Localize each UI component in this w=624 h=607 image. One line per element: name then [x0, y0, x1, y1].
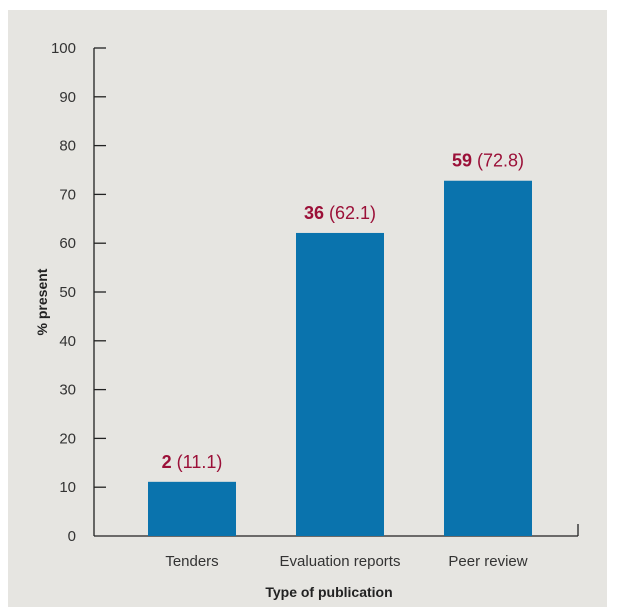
- data-labels: 2 (11.1) 36 (62.1) 59 (72.8): [162, 151, 524, 472]
- data-label-count: 59: [452, 151, 472, 171]
- chart-panel: 0 10 20 30 40 50 60 70 80 90 100 Tenders Evaluation…: [8, 10, 607, 607]
- data-label-count: 2: [162, 452, 172, 472]
- y-tick-label: 20: [59, 430, 76, 447]
- y-tick-label: 30: [59, 382, 76, 399]
- bars: [148, 180, 532, 536]
- y-axis: 0 10 20 30 40 50 60 70 80 90 100: [51, 40, 106, 545]
- y-tick-label: 50: [59, 284, 76, 301]
- y-tick-label: 60: [59, 235, 76, 252]
- x-tick-label: Evaluation reports: [280, 553, 401, 570]
- data-label-count: 36: [304, 203, 324, 223]
- y-tick-label: 80: [59, 138, 76, 155]
- y-tick-label: 90: [59, 89, 76, 106]
- y-tick-label: 10: [59, 479, 76, 496]
- y-tick-label: 100: [51, 40, 76, 57]
- y-tick-label: 40: [59, 333, 76, 350]
- data-label-percent: (62.1): [329, 203, 376, 223]
- bar: [148, 481, 236, 536]
- y-tick-label: 70: [59, 186, 76, 203]
- bar: [296, 232, 384, 536]
- data-label: 2 (11.1): [162, 452, 223, 472]
- y-axis-title: % present: [34, 268, 50, 335]
- y-tick-label: 0: [68, 528, 76, 545]
- x-tick-label: Tenders: [165, 553, 218, 570]
- bar: [444, 180, 532, 536]
- data-label-percent: (72.8): [477, 151, 524, 171]
- x-tick-label: Peer review: [448, 553, 527, 570]
- x-axis-title: Type of publication: [265, 584, 392, 600]
- bar-chart: 0 10 20 30 40 50 60 70 80 90 100 Tenders Evaluation…: [34, 40, 579, 600]
- data-label: 59 (72.8): [452, 151, 524, 171]
- data-label: 36 (62.1): [304, 203, 376, 223]
- data-label-percent: (11.1): [177, 452, 223, 472]
